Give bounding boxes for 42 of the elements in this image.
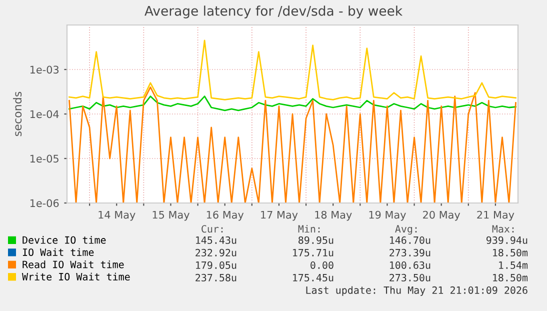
x-tick-label: 21 May	[477, 210, 514, 221]
text: 0.00	[310, 261, 334, 269]
text: 18.50m	[493, 248, 528, 256]
y-tick-label: 1e-04	[30, 110, 59, 118]
text: 89.95u	[298, 236, 334, 244]
text: 273.39u	[390, 248, 430, 256]
legend-label: IO Wait time	[22, 248, 94, 256]
text: 100.63u	[390, 261, 430, 269]
text: Min:	[298, 224, 320, 233]
text: 146.70u	[390, 236, 430, 244]
text: 179.05u	[196, 261, 236, 269]
text: 273.50u	[390, 274, 430, 282]
x-tick-label: 15 May	[152, 210, 190, 221]
y-tick-label: 1e-05	[30, 154, 58, 163]
text: Cur:	[202, 225, 223, 233]
text: 18.50m	[493, 274, 528, 282]
legend-label: Device IO time	[22, 236, 106, 244]
x-tick-label: 17 May	[261, 210, 298, 221]
text: 939.94u	[486, 236, 528, 244]
text: 175.45u	[293, 274, 334, 282]
text: Last update: Thu May 21 21:01:09 2026	[306, 286, 528, 296]
text: 175.71u	[293, 248, 334, 256]
y-axis-title: seconds	[13, 92, 22, 136]
line-series	[68, 40, 516, 100]
text: Max:	[492, 225, 514, 233]
text: 237.58u	[196, 274, 236, 282]
text: 232.92u	[196, 248, 236, 256]
chart-title: Average latency for /dev/sda - by week	[144, 6, 403, 18]
line-series	[68, 86, 516, 203]
y-tick-label: 1e-03	[30, 66, 59, 74]
line-series	[68, 96, 516, 112]
text: 1.54m	[499, 261, 528, 269]
legend-label: Write IO Wait time	[22, 272, 130, 280]
x-tick-label: 14 May	[98, 210, 136, 221]
x-tick-label: 19 May	[369, 210, 406, 221]
x-tick-label: 18 May	[315, 210, 352, 221]
legend-label: Read IO Wait time	[22, 260, 124, 268]
text: Avg:	[395, 225, 417, 235]
x-tick-label: 20 May	[423, 210, 460, 221]
x-tick-label: 16 May	[206, 210, 244, 221]
text: 145.43u	[196, 236, 236, 244]
y-tick-label: 1e-06	[30, 199, 59, 208]
